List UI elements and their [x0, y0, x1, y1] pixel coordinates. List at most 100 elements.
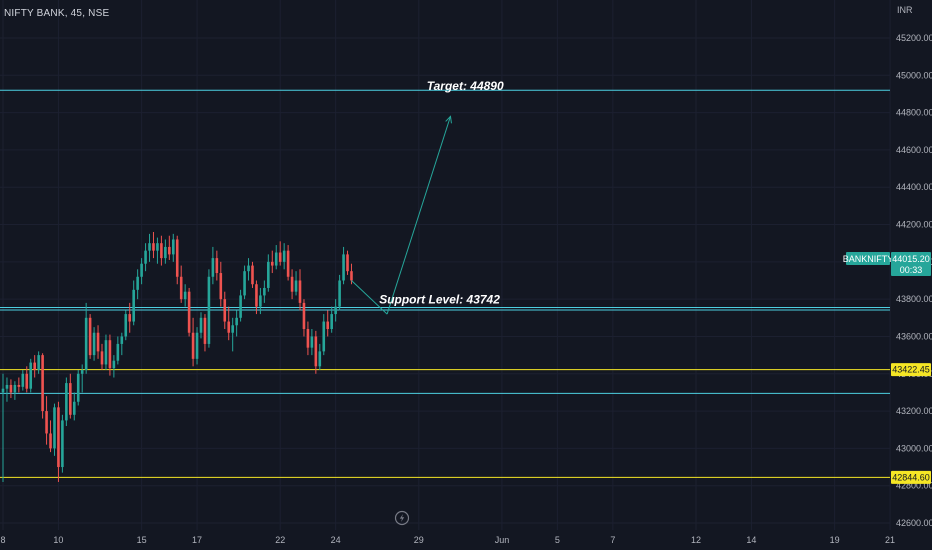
candle-body [17, 384, 21, 387]
candle-body [116, 343, 120, 361]
candle-body [338, 280, 341, 307]
candle-up [21, 370, 25, 391]
candle-body [255, 284, 258, 307]
candle-down [290, 269, 294, 300]
candle-up [136, 269, 139, 300]
time-tick-label: 22 [275, 535, 285, 545]
candle-down [278, 241, 282, 266]
lightning-icon[interactable] [394, 510, 410, 526]
candle-body [100, 351, 104, 365]
candle-up [156, 237, 159, 264]
time-tick-label: 10 [53, 535, 63, 545]
target-arrow [351, 115, 452, 315]
candlesticks [1, 232, 353, 482]
time-tick-label: 14 [746, 535, 756, 545]
candle-up [112, 355, 116, 378]
candle-body [199, 317, 203, 333]
candle-down [17, 377, 21, 393]
candle-body [211, 258, 215, 277]
candle-body [267, 261, 270, 288]
candle-body [144, 250, 147, 264]
candle-up [231, 317, 234, 352]
candle-body [298, 280, 302, 303]
candle-body [88, 317, 92, 356]
time-axis[interactable]: 8 10 15 17 22 24 29 Jun 5 7 12 14 19 21 [0, 535, 895, 545]
price-tag-label: 42844.60 [892, 472, 930, 482]
candle-down [255, 280, 258, 315]
candle-down [203, 314, 207, 352]
candle-body [175, 239, 179, 277]
candle-body [136, 276, 139, 290]
candle-body [282, 250, 286, 262]
time-tick-label: Jun [495, 535, 510, 545]
support-annotation: Support Level: 43742 [379, 293, 500, 307]
price-tick-label: 42600.00 [896, 518, 932, 528]
time-tick-label: 17 [192, 535, 202, 545]
candle-body [25, 373, 29, 389]
candle-down [223, 291, 227, 329]
candle-up [164, 239, 167, 264]
time-tick-label: 15 [137, 535, 147, 545]
candle-body [140, 263, 143, 277]
candle-up [1, 373, 5, 482]
candle-body [239, 295, 242, 318]
candle-down [270, 250, 274, 274]
candle-body [342, 254, 345, 281]
candle-body [334, 306, 337, 315]
candle-up [334, 299, 337, 322]
candle-body [132, 289, 135, 322]
candle-down [25, 366, 29, 393]
candle-down [346, 250, 349, 275]
candle-body [112, 360, 116, 369]
candle-body [92, 332, 96, 356]
price-tick-label: 43000.00 [896, 443, 932, 453]
candle-body [322, 321, 326, 352]
candle-up [282, 243, 286, 270]
candle-down [128, 302, 132, 333]
candle-down [160, 235, 163, 266]
candle-up [148, 233, 151, 262]
candle-body [207, 276, 211, 344]
candle-up [80, 364, 84, 393]
candle-down [49, 420, 52, 453]
candle-down [306, 321, 310, 356]
time-tick-label: 5 [555, 535, 560, 545]
price-axis[interactable]: INR 42600.0042800.0043000.0043200.004340… [896, 5, 932, 528]
candle-down [108, 334, 112, 376]
candle-body [235, 317, 238, 326]
candle-up [13, 381, 17, 400]
candle-body [164, 246, 167, 259]
candle-down [298, 269, 302, 311]
candle-body [33, 362, 36, 371]
candle-body [263, 287, 266, 296]
candle-body [227, 321, 231, 333]
time-tick-label: 8 [0, 535, 5, 545]
candle-down [219, 261, 223, 307]
candle-up [76, 370, 80, 406]
symbol-tag-label: BANKNIFTY [843, 254, 894, 264]
price-tick-label: 43200.00 [896, 406, 932, 416]
time-tick-label: 29 [414, 535, 424, 545]
candle-up [120, 332, 124, 356]
candle-body [29, 362, 33, 389]
arrow-connector [351, 280, 388, 315]
bar-countdown: 00:33 [900, 265, 923, 275]
candle-down [33, 355, 36, 378]
candle-up [211, 246, 215, 285]
candle-down [179, 265, 183, 303]
candle-up [318, 343, 322, 371]
candle-body [223, 299, 227, 322]
candle-body [37, 355, 40, 371]
candle-down [251, 261, 254, 288]
candle-body [326, 321, 330, 329]
candle-body [314, 336, 318, 367]
candle-down [314, 330, 318, 374]
candle-up [243, 265, 246, 300]
candle-body [45, 411, 48, 434]
candle-body [183, 291, 187, 300]
candle-up [235, 310, 238, 337]
candle-up [183, 284, 187, 307]
candle-up [263, 280, 266, 303]
candle-down [227, 306, 231, 341]
